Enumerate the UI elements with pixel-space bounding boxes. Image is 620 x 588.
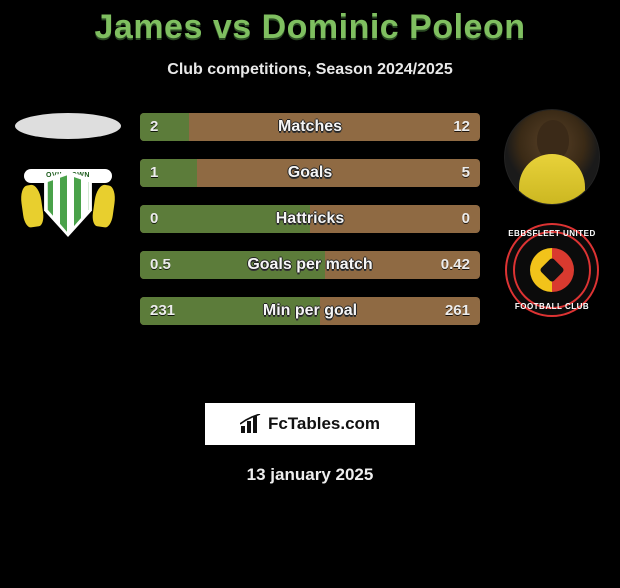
stat-row: 231261Min per goal [140, 297, 480, 325]
stat-row: 212Matches [140, 113, 480, 141]
crest-right-ball-icon [530, 248, 574, 292]
crest-left-supporter-right [91, 184, 117, 228]
page-subtitle: Club competitions, Season 2024/2025 [0, 61, 620, 79]
crest-left-shield-stripes [46, 175, 90, 233]
left-column: OVIL TOWN [8, 109, 128, 245]
stat-row: 0.50.42Goals per match [140, 251, 480, 279]
player-photo-left-placeholder [15, 113, 121, 139]
branding-box: FcTables.com [205, 403, 415, 445]
stat-label: Goals per match [140, 251, 480, 279]
branding-text: FcTables.com [268, 414, 380, 434]
crest-left-supporter-left [19, 184, 45, 228]
footer-date: 13 january 2025 [0, 465, 620, 485]
crest-right-text-top: EBBSFLEET UNITED [507, 229, 597, 238]
stat-label: Hattricks [140, 205, 480, 233]
stat-label: Min per goal [140, 297, 480, 325]
stat-row: 00Hattricks [140, 205, 480, 233]
stat-label: Matches [140, 113, 480, 141]
club-crest-right: EBBSFLEET UNITED FOOTBALL CLUB [505, 223, 599, 317]
comparison-card: James vs Dominic Poleon Club competition… [0, 8, 620, 485]
chart-icon [240, 414, 262, 434]
crest-right-text-bottom: FOOTBALL CLUB [507, 302, 597, 311]
club-crest-left: OVIL TOWN [18, 169, 118, 245]
stat-label: Goals [140, 159, 480, 187]
stat-bars: 212Matches 15Goals 00Hattricks 0.50.42Goals… [140, 113, 480, 343]
page-title: James vs Dominic Poleon [0, 8, 620, 47]
right-column: EBBSFLEET UNITED FOOTBALL CLUB [492, 109, 612, 317]
stat-row: 15Goals [140, 159, 480, 187]
player-photo-right [504, 109, 600, 205]
main-area: OVIL TOWN EBBSFLEET UNITED FOOTBALL CLUB… [0, 109, 620, 369]
